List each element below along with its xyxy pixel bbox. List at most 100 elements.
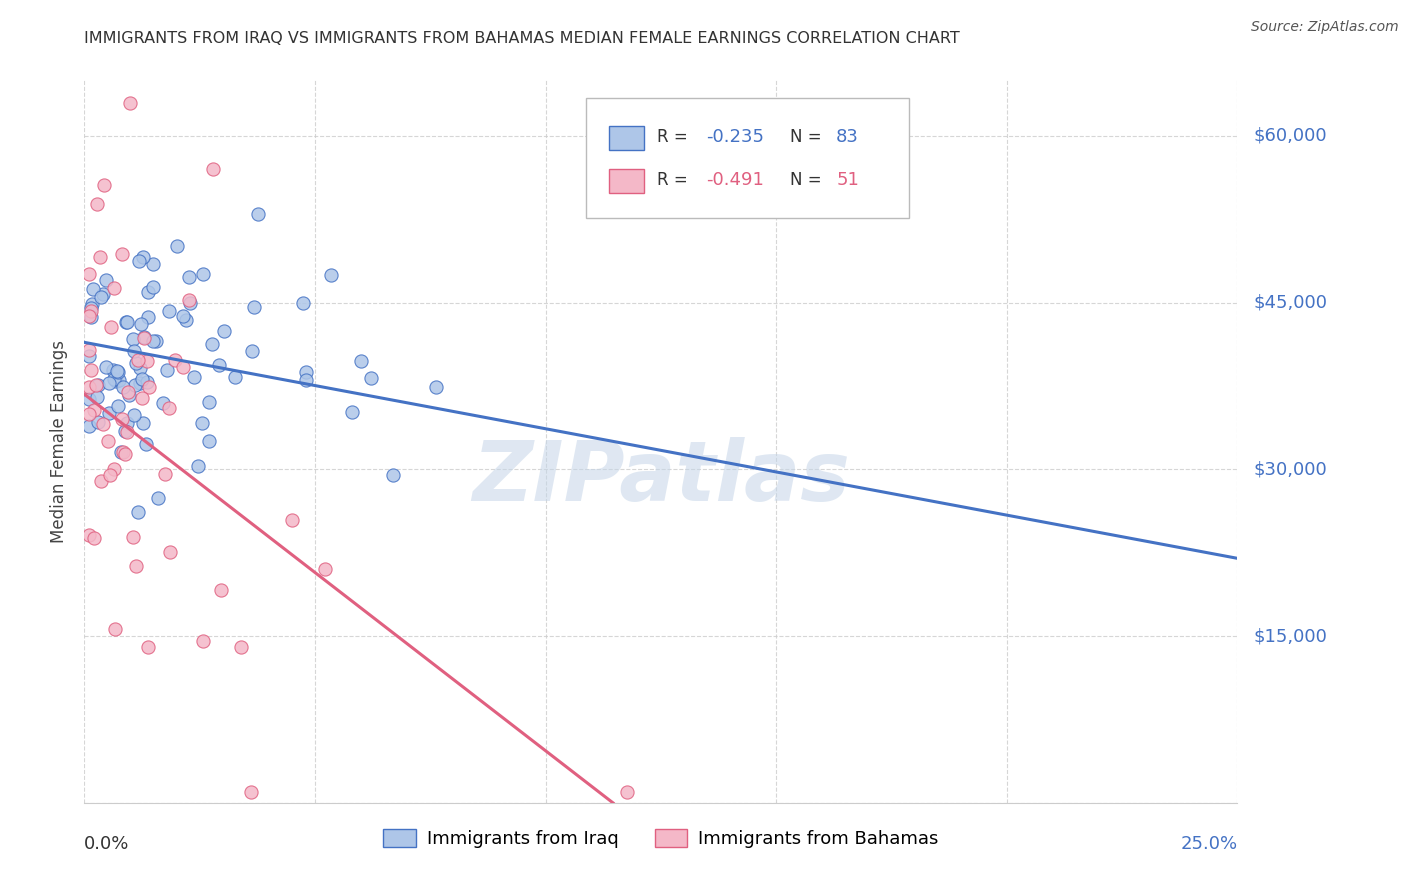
Point bbox=[100, 319, 122, 334]
FancyBboxPatch shape bbox=[586, 98, 908, 218]
Point bbox=[110, 444, 132, 458]
Legend: Immigrants from Iraq, Immigrants from Bahamas: Immigrants from Iraq, Immigrants from Ba… bbox=[377, 822, 945, 855]
Point bbox=[128, 253, 150, 268]
Point bbox=[616, 785, 638, 799]
Point bbox=[86, 390, 108, 404]
Point bbox=[107, 365, 129, 379]
Text: ZIPatlas: ZIPatlas bbox=[472, 437, 849, 518]
Point bbox=[360, 371, 382, 385]
Point bbox=[166, 239, 188, 253]
Point bbox=[138, 285, 160, 300]
Point bbox=[425, 380, 447, 394]
Point bbox=[77, 380, 100, 394]
Point bbox=[114, 424, 136, 438]
Point bbox=[127, 505, 149, 519]
Point bbox=[103, 461, 125, 475]
Point bbox=[208, 359, 231, 373]
Point bbox=[97, 406, 120, 420]
Point bbox=[77, 267, 100, 281]
Point bbox=[157, 401, 180, 415]
Point bbox=[142, 257, 165, 271]
Point bbox=[224, 370, 246, 384]
Point bbox=[124, 356, 146, 370]
Point bbox=[291, 295, 314, 310]
Point bbox=[93, 178, 115, 193]
Point bbox=[107, 399, 129, 413]
Point bbox=[131, 417, 153, 431]
Point bbox=[86, 377, 108, 392]
Point bbox=[90, 474, 112, 488]
Point bbox=[198, 434, 221, 448]
Point bbox=[157, 304, 180, 318]
Point bbox=[117, 416, 139, 430]
Text: 25.0%: 25.0% bbox=[1180, 835, 1237, 854]
Text: -0.491: -0.491 bbox=[706, 171, 763, 189]
Point bbox=[118, 95, 141, 110]
Point bbox=[80, 303, 103, 318]
Point bbox=[122, 408, 145, 422]
Point bbox=[240, 344, 263, 359]
Point bbox=[103, 281, 125, 295]
Point bbox=[172, 359, 194, 374]
Text: IMMIGRANTS FROM IRAQ VS IMMIGRANTS FROM BAHAMAS MEDIAN FEMALE EARNINGS CORRELATI: IMMIGRANTS FROM IRAQ VS IMMIGRANTS FROM … bbox=[84, 31, 960, 46]
Point bbox=[187, 459, 209, 474]
Point bbox=[202, 162, 225, 177]
Point bbox=[129, 317, 152, 331]
Text: $30,000: $30,000 bbox=[1254, 460, 1327, 478]
Point bbox=[111, 412, 134, 426]
Point bbox=[136, 354, 159, 368]
Text: $45,000: $45,000 bbox=[1254, 293, 1327, 311]
Point bbox=[159, 545, 181, 559]
Point bbox=[138, 380, 160, 394]
Text: $15,000: $15,000 bbox=[1254, 627, 1327, 645]
Point bbox=[125, 558, 148, 573]
Point bbox=[129, 361, 152, 376]
Point bbox=[243, 300, 266, 314]
Point bbox=[77, 407, 100, 421]
Point bbox=[97, 434, 120, 449]
Point bbox=[114, 447, 136, 461]
Point bbox=[86, 197, 108, 211]
Point bbox=[98, 468, 121, 483]
Point bbox=[201, 336, 224, 351]
Text: N =: N = bbox=[790, 128, 827, 145]
Point bbox=[122, 332, 145, 346]
Point bbox=[138, 640, 160, 654]
Y-axis label: Median Female Earnings: Median Female Earnings bbox=[51, 340, 69, 543]
Point bbox=[212, 324, 235, 338]
Point bbox=[77, 527, 100, 541]
Point bbox=[94, 359, 117, 374]
Text: $60,000: $60,000 bbox=[1254, 127, 1327, 145]
Point bbox=[104, 374, 127, 388]
Point bbox=[117, 387, 139, 401]
Point bbox=[104, 622, 127, 636]
Point bbox=[131, 391, 153, 405]
Point bbox=[115, 315, 138, 329]
Point bbox=[179, 269, 201, 284]
Point bbox=[115, 315, 138, 329]
Point bbox=[145, 334, 167, 348]
Point bbox=[240, 785, 263, 799]
Text: 51: 51 bbox=[837, 171, 859, 189]
Point bbox=[80, 362, 103, 376]
Point bbox=[176, 313, 198, 327]
Text: Source: ZipAtlas.com: Source: ZipAtlas.com bbox=[1251, 20, 1399, 34]
Point bbox=[108, 373, 131, 387]
Text: 83: 83 bbox=[837, 128, 859, 145]
Point bbox=[91, 417, 114, 431]
Point bbox=[112, 444, 135, 458]
Point bbox=[90, 290, 112, 304]
Point bbox=[77, 418, 100, 433]
Point bbox=[179, 293, 201, 307]
Point bbox=[87, 415, 110, 429]
Point bbox=[198, 395, 221, 409]
Text: 0.0%: 0.0% bbox=[84, 835, 129, 854]
Point bbox=[77, 349, 100, 363]
Point bbox=[191, 267, 214, 281]
Point bbox=[135, 436, 157, 450]
Point bbox=[165, 352, 187, 367]
Point bbox=[128, 376, 150, 390]
Point bbox=[132, 331, 155, 345]
FancyBboxPatch shape bbox=[609, 126, 644, 150]
Text: R =: R = bbox=[658, 171, 693, 189]
